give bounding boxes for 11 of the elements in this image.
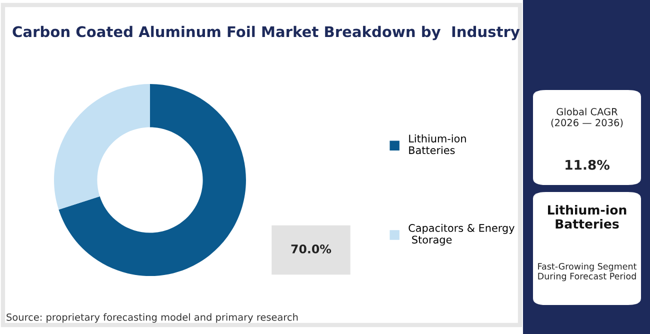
donut-slice <box>54 84 150 210</box>
chart-title: Carbon Coated Aluminum Foil Market Breakdown by Industry <box>12 26 520 40</box>
data-label: 70.0% <box>291 244 332 254</box>
source-note: Source: proprietary forecasting model and primary research <box>6 313 298 323</box>
text: 11.8% <box>566 160 610 170</box>
legend-label: Lithium-ion Batteries <box>409 134 466 154</box>
legend-label: Capacitors & Energy Storage <box>408 224 514 246</box>
text: Global CAGR (2026 — 2036) <box>551 108 623 128</box>
text: Fast-Growing Segment During Forecast Period <box>538 262 637 282</box>
donut-slice <box>58 84 246 276</box>
text: Lithium-ion Batteries <box>548 204 626 229</box>
